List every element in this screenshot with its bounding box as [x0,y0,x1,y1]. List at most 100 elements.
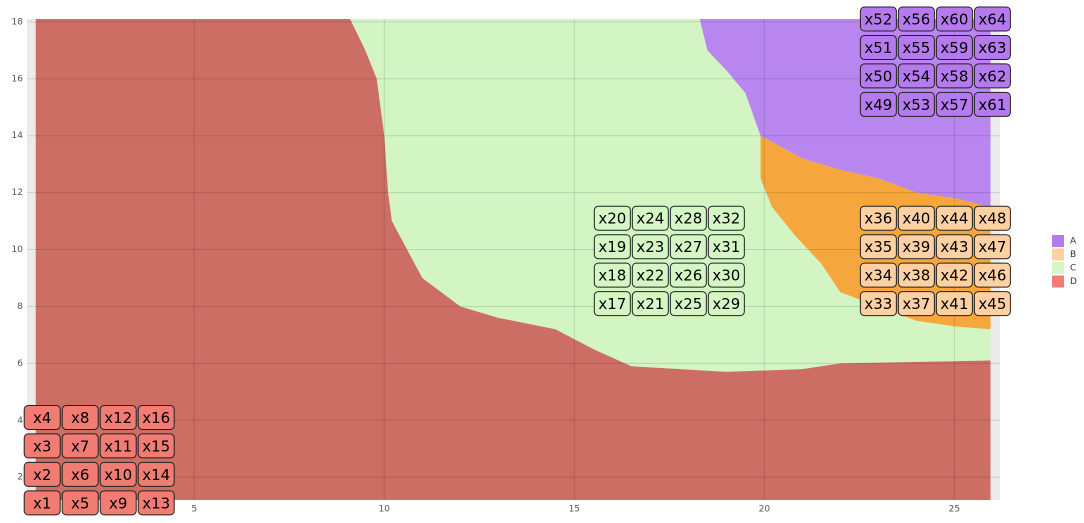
point-label: x12 [99,404,137,430]
point-label: x17 [593,291,631,317]
point-label: x37 [897,291,935,317]
point-box [935,262,973,288]
point-box [897,205,935,231]
point-label: x56 [897,6,935,32]
point-box [973,34,1011,60]
point-box [897,291,935,317]
point-text: x9 [109,494,127,512]
point-label: x18 [593,262,631,288]
point-text: x57 [940,96,968,114]
point-box [935,291,973,317]
point-box [859,205,897,231]
point-label: x14 [137,461,175,487]
point-label: x8 [61,404,99,430]
point-label: x63 [973,34,1011,60]
point-box [631,205,669,231]
point-box [707,205,745,231]
point-label: x62 [973,63,1011,89]
point-text: x44 [940,210,968,228]
point-label: x52 [859,6,897,32]
point-box [935,234,973,260]
point-box [669,291,707,317]
point-box [707,262,745,288]
point-box [61,433,99,459]
point-label: x43 [935,234,973,260]
point-label: x36 [859,205,897,231]
point-text: x55 [902,39,930,57]
point-text: x48 [978,210,1006,228]
point-box [593,234,631,260]
point-text: x6 [71,466,89,484]
point-label: x7 [61,433,99,459]
point-text: x21 [636,295,664,313]
point-box [669,205,707,231]
point-label: x38 [897,262,935,288]
point-label: x21 [631,291,669,317]
point-label: x27 [669,234,707,260]
point-text: x18 [598,267,626,285]
point-label: x46 [973,262,1011,288]
point-text: x64 [978,11,1006,29]
x-tick-label: 10 [379,505,391,515]
point-label: x60 [935,6,973,32]
point-text: x61 [978,96,1006,114]
y-tick-label: 14 [12,131,24,141]
point-label: x33 [859,291,897,317]
point-box [593,291,631,317]
point-text: x49 [864,96,892,114]
legend-label: B [1070,250,1076,260]
point-text: x56 [902,11,930,29]
point-label: x59 [935,34,973,60]
point-text: x15 [142,437,170,455]
point-text: x26 [674,267,702,285]
point-label: x51 [859,34,897,60]
point-label: x35 [859,234,897,260]
point-text: x42 [940,267,968,285]
point-box [897,6,935,32]
point-label: x48 [973,205,1011,231]
point-text: x34 [864,267,892,285]
point-text: x62 [978,67,1006,85]
point-label: x5 [61,490,99,516]
decision-region [35,19,991,500]
point-text: x3 [33,437,51,455]
point-label: x19 [593,234,631,260]
point-label: x61 [973,91,1011,117]
point-box [707,234,745,260]
point-box [23,490,61,516]
legend-swatch [1052,275,1064,288]
point-box [973,63,1011,89]
point-text: x13 [142,494,170,512]
point-text: x53 [902,96,930,114]
point-text: x40 [902,210,930,228]
point-box [669,234,707,260]
point-box [137,404,175,430]
y-tick-label: 18 [12,17,24,27]
point-text: x50 [864,67,892,85]
point-text: x52 [864,11,892,29]
point-text: x20 [598,210,626,228]
point-text: x12 [104,409,132,427]
point-label: x15 [137,433,175,459]
point-text: x30 [712,267,740,285]
x-tick-label: 15 [569,505,580,515]
point-box [61,404,99,430]
point-text: x7 [71,437,89,455]
point-label: x30 [707,262,745,288]
point-box [23,461,61,487]
point-box [897,34,935,60]
point-text: x19 [598,238,626,256]
point-label: x58 [935,63,973,89]
point-text: x5 [71,494,89,512]
point-label: x1 [23,490,61,516]
point-label: x10 [99,461,137,487]
legend-swatch [1052,262,1064,274]
point-box [61,490,99,516]
y-tick-label: 6 [17,359,23,369]
point-text: x28 [674,210,702,228]
point-box [935,6,973,32]
point-text: x45 [978,295,1006,313]
point-box [935,205,973,231]
